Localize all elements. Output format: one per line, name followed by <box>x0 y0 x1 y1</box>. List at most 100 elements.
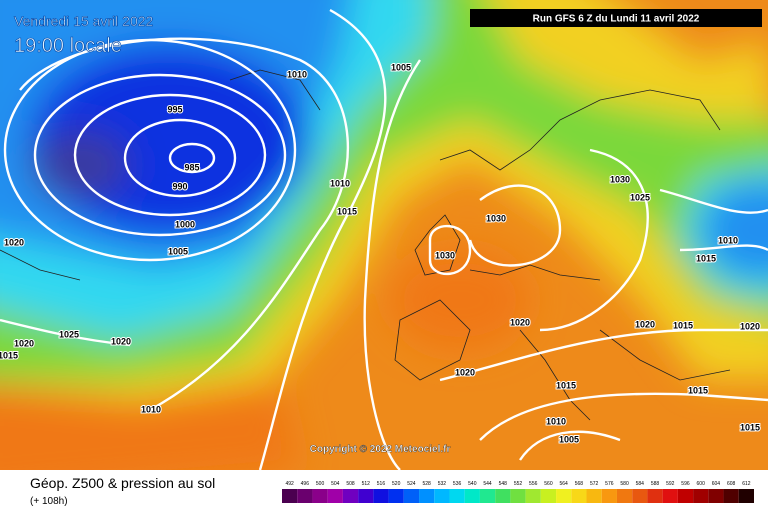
scale-swatch <box>708 489 724 503</box>
scale-label: 580 <box>620 481 629 487</box>
scale-swatch <box>342 489 359 503</box>
scale-label: 532 <box>438 481 447 487</box>
scale-swatch <box>540 489 557 503</box>
time: 19:00 locale <box>14 35 122 57</box>
isobar-label: 1030 <box>435 250 455 260</box>
scale-swatch <box>510 489 526 503</box>
scale-label: 608 <box>727 481 736 487</box>
scale-swatch <box>632 489 648 503</box>
color-scale: 492 496 500 504 508 512 516 520 524 528 532 536 540 5… <box>282 481 754 503</box>
isobar-label: 1020 <box>740 321 760 331</box>
scale-label: 588 <box>651 481 660 487</box>
scale-label: 556 <box>529 481 538 487</box>
scale-swatch <box>601 489 617 503</box>
isobar-label: 990 <box>172 181 187 191</box>
scale-label: 592 <box>666 481 675 487</box>
isobar-label: 1030 <box>486 213 506 223</box>
scale-swatch <box>312 489 328 503</box>
scale-label: 548 <box>499 481 508 487</box>
scale-label: 504 <box>331 481 340 487</box>
scale-swatch <box>616 489 633 503</box>
scale-label: 604 <box>712 481 721 487</box>
scale-label: 492 <box>285 481 294 487</box>
date: Vendredi 15 avril 2022 <box>14 13 154 29</box>
isobar-label: 1000 <box>175 219 195 229</box>
scale-label: 500 <box>316 481 325 487</box>
scale-swatch <box>388 489 404 503</box>
isobar-label: 1015 <box>556 380 576 390</box>
scale-swatch <box>677 489 694 503</box>
scale-swatch <box>647 489 663 503</box>
scale-label: 596 <box>681 481 690 487</box>
isobar-label: 1005 <box>391 62 411 72</box>
scale-swatch <box>297 489 313 503</box>
scale-swatch <box>495 489 511 503</box>
scale-label: 496 <box>301 481 310 487</box>
scale-label: 612 <box>742 481 751 487</box>
isobar-label: 1030 <box>610 174 630 184</box>
scale-label: 584 <box>636 481 645 487</box>
scale-label: 572 <box>590 481 599 487</box>
scale-swatch <box>358 489 374 503</box>
scale-label: 516 <box>377 481 386 487</box>
isobar-label: 1010 <box>330 178 350 188</box>
scale-swatch <box>464 489 480 503</box>
scale-swatch <box>403 489 420 503</box>
isobar-label: 1025 <box>59 329 79 339</box>
scale-label: 552 <box>514 481 523 487</box>
isobar-label: 1010 <box>546 416 566 426</box>
scale-swatch <box>373 489 389 503</box>
scale-swatch <box>419 489 435 503</box>
coastlines <box>0 69 731 421</box>
scale-swatch <box>571 489 587 503</box>
isobar-label: 1020 <box>111 336 131 346</box>
scale-swatch <box>693 489 709 503</box>
copyright: Copyright © 2022 Meteociel.fr <box>310 444 451 455</box>
isobar-label: 1025 <box>630 192 650 202</box>
isobar-label: 1010 <box>287 69 307 79</box>
isobar-label: 1005 <box>168 246 188 256</box>
scale-swatch <box>723 489 739 503</box>
scale-label: 508 <box>346 481 355 487</box>
isobar-label: 1020 <box>4 237 24 247</box>
isobar-label: 1020 <box>14 338 34 348</box>
scale-label: 564 <box>560 481 569 487</box>
isobar-label: 995 <box>167 104 182 114</box>
scale-label: 524 <box>407 481 416 487</box>
isobar-label: 1015 <box>740 422 760 432</box>
scale-label: 512 <box>362 481 371 487</box>
scale-label: 600 <box>697 481 706 487</box>
footer-title: Géop. Z500 & pression au sol <box>30 475 215 491</box>
scale-swatch <box>282 489 298 503</box>
scale-swatch <box>556 489 572 503</box>
isobar-label: 1015 <box>0 350 18 360</box>
scale-label: 576 <box>605 481 614 487</box>
scale-label: 536 <box>453 481 462 487</box>
isobar-label: 1005 <box>559 434 579 444</box>
scale-label: 520 <box>392 481 401 487</box>
scale-swatch <box>327 489 343 503</box>
scale-swatch <box>662 489 678 503</box>
run-box <box>470 9 762 27</box>
isobar-label: 1015 <box>337 206 357 216</box>
isobar-label: 1015 <box>688 385 708 395</box>
scale-label: 544 <box>483 481 492 487</box>
isobar-label: 985 <box>184 162 199 172</box>
scale-label: 540 <box>468 481 477 487</box>
scale-swatch <box>449 489 465 503</box>
isobar-label: 1020 <box>510 317 530 327</box>
isobar-label: 1015 <box>696 253 716 263</box>
scale-swatch <box>525 489 541 503</box>
isobar-label: 1010 <box>718 235 738 245</box>
scale-label: 528 <box>422 481 431 487</box>
scale-swatch <box>434 489 450 503</box>
isobar-label: 1015 <box>673 320 693 330</box>
isobar-label: 1020 <box>635 319 655 329</box>
isobars <box>0 8 768 470</box>
isobar-label: 1020 <box>455 367 475 377</box>
scale-label: 568 <box>575 481 584 487</box>
run-text: Run GFS 6 Z du Lundi 11 avril 2022 <box>533 14 700 25</box>
scale-swatch <box>586 489 602 503</box>
